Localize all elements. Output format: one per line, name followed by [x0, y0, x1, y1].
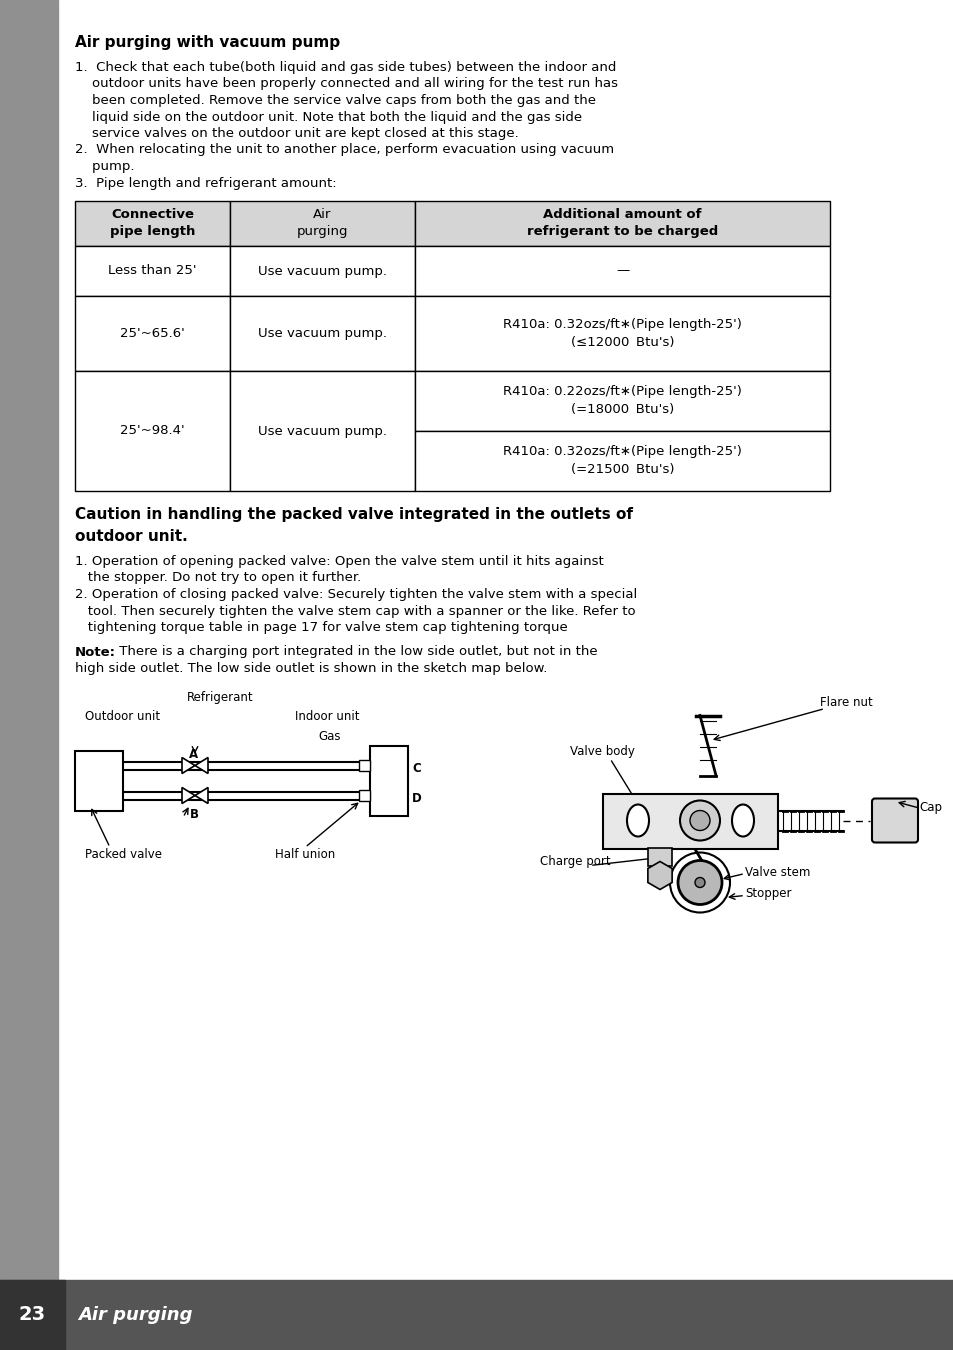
Text: pump.: pump.: [75, 161, 134, 173]
Text: Outdoor unit: Outdoor unit: [85, 710, 160, 724]
Bar: [0, 1280, 953, 1350]
Bar: [75, 201, 230, 246]
Text: Cap: Cap: [918, 801, 941, 814]
Bar: [230, 201, 415, 246]
Text: Flare nut: Flare nut: [820, 695, 872, 709]
Text: 23: 23: [18, 1305, 46, 1324]
Text: Caution in handling the packed valve integrated in the outlets of: Caution in handling the packed valve int…: [75, 508, 633, 522]
Text: Less than 25': Less than 25': [108, 265, 196, 278]
Text: 1. Operation of opening packed valve: Open the valve stem until it hits against: 1. Operation of opening packed valve: Op…: [75, 555, 603, 568]
FancyBboxPatch shape: [871, 798, 917, 842]
Text: Packed valve: Packed valve: [85, 848, 162, 860]
Bar: [0, 1280, 65, 1350]
Text: Air purging: Air purging: [78, 1305, 193, 1324]
Bar: [602, 794, 778, 849]
Text: —: —: [616, 265, 628, 278]
Text: Connective
pipe length: Connective pipe length: [110, 208, 195, 239]
Bar: [370, 745, 408, 815]
Text: R410a: 0.22ozs/ft∗(Pipe length-25')
(=18000 Btu's): R410a: 0.22ozs/ft∗(Pipe length-25') (=18…: [502, 386, 741, 417]
Polygon shape: [194, 787, 208, 803]
Text: Half union: Half union: [274, 848, 335, 860]
Text: 2. Operation of closing packed valve: Securely tighten the valve stem with a spe: 2. Operation of closing packed valve: Se…: [75, 589, 637, 601]
Polygon shape: [194, 757, 208, 774]
Text: high side outlet. The low side outlet is shown in the sketch map below.: high side outlet. The low side outlet is…: [75, 662, 547, 675]
Text: the stopper. Do not try to open it further.: the stopper. Do not try to open it furth…: [75, 571, 361, 585]
Text: 25'~98.4': 25'~98.4': [120, 424, 185, 437]
Text: A: A: [190, 748, 198, 760]
Text: Use vacuum pump.: Use vacuum pump.: [257, 327, 387, 340]
Bar: [75, 751, 123, 810]
Bar: [415, 201, 829, 246]
Text: R410a: 0.32ozs/ft∗(Pipe length-25')
(=21500 Btu's): R410a: 0.32ozs/ft∗(Pipe length-25') (=21…: [502, 446, 741, 477]
Text: 3.  Pipe length and refrigerant amount:: 3. Pipe length and refrigerant amount:: [75, 177, 336, 189]
Text: D: D: [412, 791, 421, 805]
Text: Valve body: Valve body: [569, 745, 634, 759]
Text: Air purging with vacuum pump: Air purging with vacuum pump: [75, 35, 340, 50]
Text: Use vacuum pump.: Use vacuum pump.: [257, 424, 387, 437]
Bar: [230, 371, 415, 491]
Polygon shape: [182, 757, 194, 774]
Bar: [415, 246, 829, 296]
Text: liquid side on the outdoor unit. Note that both the liquid and the gas side: liquid side on the outdoor unit. Note th…: [75, 111, 581, 123]
Text: Charge port: Charge port: [539, 856, 610, 868]
Text: Air
purging: Air purging: [296, 208, 348, 239]
Text: Refrigerant: Refrigerant: [187, 690, 253, 703]
Bar: [230, 246, 415, 296]
Text: Note:: Note:: [75, 645, 116, 659]
Circle shape: [689, 810, 709, 830]
Text: R410a: 0.32ozs/ft∗(Pipe length-25')
(≤12000 Btu's): R410a: 0.32ozs/ft∗(Pipe length-25') (≤12…: [502, 319, 741, 350]
Ellipse shape: [731, 805, 753, 837]
Text: Indoor unit: Indoor unit: [294, 710, 359, 724]
Text: tool. Then securely tighten the valve stem cap with a spanner or the like. Refer: tool. Then securely tighten the valve st…: [75, 605, 635, 617]
Text: outdoor unit.: outdoor unit.: [75, 529, 188, 544]
Text: Gas: Gas: [318, 730, 341, 744]
Text: outdoor units have been properly connected and all wiring for the test run has: outdoor units have been properly connect…: [75, 77, 618, 90]
Bar: [647, 848, 671, 865]
Bar: [415, 296, 829, 371]
Bar: [0, 0, 58, 1280]
Text: C: C: [412, 761, 420, 775]
Ellipse shape: [626, 805, 648, 837]
Bar: [358, 760, 370, 771]
Bar: [415, 431, 829, 491]
Text: B: B: [190, 807, 198, 821]
Text: Use vacuum pump.: Use vacuum pump.: [257, 265, 387, 278]
Bar: [358, 790, 370, 801]
Polygon shape: [182, 787, 194, 803]
Text: Stopper: Stopper: [744, 887, 791, 900]
Polygon shape: [647, 861, 672, 890]
Text: There is a charging port integrated in the low side outlet, but not in the: There is a charging port integrated in t…: [115, 645, 597, 659]
Text: been completed. Remove the service valve caps from both the gas and the: been completed. Remove the service valve…: [75, 95, 596, 107]
Bar: [230, 296, 415, 371]
Bar: [75, 246, 230, 296]
Circle shape: [678, 860, 721, 905]
Bar: [75, 296, 230, 371]
Text: Additional amount of
refrigerant to be charged: Additional amount of refrigerant to be c…: [526, 208, 718, 239]
Text: service valves on the outdoor unit are kept closed at this stage.: service valves on the outdoor unit are k…: [75, 127, 518, 140]
Bar: [415, 371, 829, 431]
Circle shape: [695, 878, 704, 887]
Text: tightening torque table in page 17 for valve stem cap tightening torque: tightening torque table in page 17 for v…: [75, 621, 567, 634]
Text: 1.  Check that each tube(both liquid and gas side tubes) between the indoor and: 1. Check that each tube(both liquid and …: [75, 61, 616, 74]
Text: Valve stem: Valve stem: [744, 865, 809, 879]
Text: 2.  When relocating the unit to another place, perform evacuation using vacuum: 2. When relocating the unit to another p…: [75, 143, 614, 157]
Circle shape: [679, 801, 720, 841]
Text: 25'~65.6': 25'~65.6': [120, 327, 185, 340]
Bar: [75, 371, 230, 491]
